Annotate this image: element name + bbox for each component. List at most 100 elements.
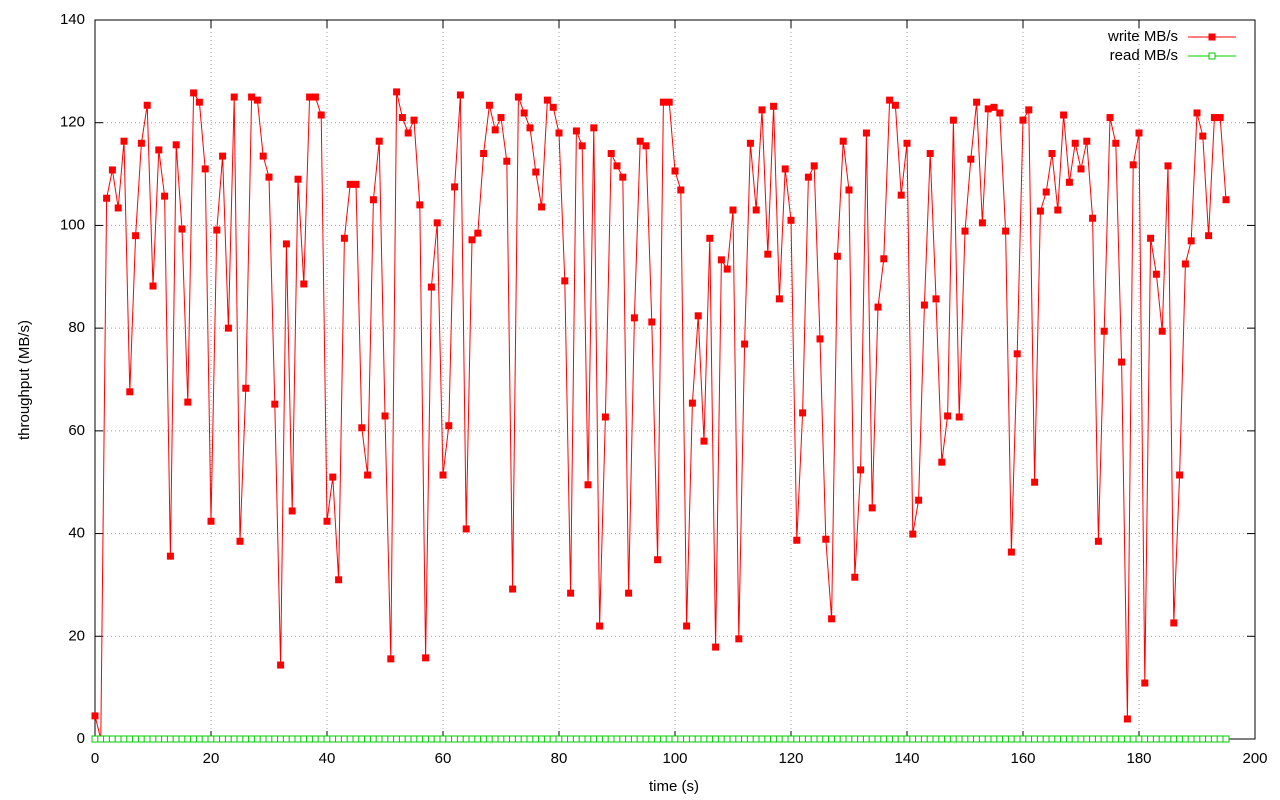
data-point — [323, 517, 331, 525]
data-point — [456, 735, 464, 743]
x-tick-label: 120 — [778, 750, 803, 767]
data-point — [248, 93, 256, 101]
data-point — [1181, 260, 1189, 268]
data-point — [607, 150, 615, 158]
data-point — [1199, 735, 1207, 743]
data-point — [886, 735, 894, 743]
data-point — [132, 232, 140, 240]
data-point — [433, 735, 441, 743]
data-point — [288, 507, 296, 515]
data-point — [398, 114, 406, 122]
data-point — [897, 735, 905, 743]
data-point — [1094, 537, 1102, 545]
data-point — [712, 643, 720, 651]
data-point — [242, 384, 250, 392]
data-point — [909, 735, 917, 743]
data-point — [1007, 735, 1015, 743]
y-axis-label: throughput (MB/s) — [16, 320, 33, 440]
data-point — [242, 735, 250, 743]
data-point — [364, 735, 372, 743]
data-point — [932, 295, 940, 303]
data-point — [503, 157, 511, 165]
data-point — [317, 735, 325, 743]
data-point — [468, 735, 476, 743]
data-point — [375, 735, 383, 743]
data-point — [445, 735, 453, 743]
data-point — [984, 735, 992, 743]
data-point — [1007, 548, 1015, 556]
data-point — [706, 735, 714, 743]
data-point — [306, 93, 314, 101]
data-point — [613, 735, 621, 743]
data-point — [683, 622, 691, 630]
data-point — [1048, 735, 1056, 743]
data-point — [561, 735, 569, 743]
data-point — [781, 165, 789, 173]
data-point — [613, 162, 621, 170]
data-point — [520, 735, 528, 743]
data-point — [949, 116, 957, 124]
data-point — [1170, 619, 1178, 627]
data-point — [248, 735, 256, 743]
data-point — [1071, 735, 1079, 743]
data-point — [509, 585, 517, 593]
data-point — [793, 536, 801, 544]
data-point — [665, 98, 673, 106]
data-point — [764, 735, 772, 743]
data-point — [103, 735, 111, 743]
data-point — [114, 204, 122, 212]
data-point — [804, 173, 812, 181]
data-point — [845, 735, 853, 743]
data-point — [503, 735, 511, 743]
data-point — [630, 735, 638, 743]
data-point — [445, 422, 453, 430]
data-point — [578, 142, 586, 150]
x-tick-label: 60 — [435, 750, 452, 767]
data-point — [810, 162, 818, 170]
data-point — [549, 103, 557, 111]
data-point — [625, 589, 633, 597]
data-point — [259, 152, 267, 160]
data-point — [973, 98, 981, 106]
x-tick-label: 0 — [91, 750, 99, 767]
data-point — [1123, 735, 1131, 743]
y-tick-label: 120 — [60, 114, 85, 131]
data-point — [584, 481, 592, 489]
data-point — [132, 735, 140, 743]
data-point — [735, 635, 743, 643]
data-point — [149, 282, 157, 290]
data-point — [712, 735, 720, 743]
data-point — [1205, 232, 1213, 240]
data-point — [474, 229, 482, 237]
data-point — [352, 735, 360, 743]
data-point — [1083, 735, 1091, 743]
data-point — [735, 735, 743, 743]
data-point — [648, 318, 656, 326]
data-point — [967, 735, 975, 743]
data-point — [1106, 114, 1114, 122]
data-point — [1118, 358, 1126, 366]
data-point — [509, 735, 517, 743]
data-point — [590, 124, 598, 132]
data-point — [393, 88, 401, 96]
data-point — [387, 735, 395, 743]
data-point — [926, 150, 934, 158]
data-point — [422, 654, 430, 662]
data-point — [300, 280, 308, 288]
data-point — [294, 175, 302, 183]
y-tick-label: 60 — [68, 422, 85, 439]
y-tick-label: 80 — [68, 319, 85, 336]
data-point — [1199, 132, 1207, 140]
data-point — [642, 735, 650, 743]
data-point — [462, 735, 470, 743]
data-point — [857, 735, 865, 743]
data-point — [694, 735, 702, 743]
data-point — [271, 400, 279, 408]
data-point — [955, 413, 963, 421]
data-point — [161, 735, 169, 743]
data-point — [868, 735, 876, 743]
data-point — [1031, 735, 1039, 743]
data-point — [1176, 735, 1184, 743]
data-point — [723, 265, 731, 273]
data-point — [787, 735, 795, 743]
